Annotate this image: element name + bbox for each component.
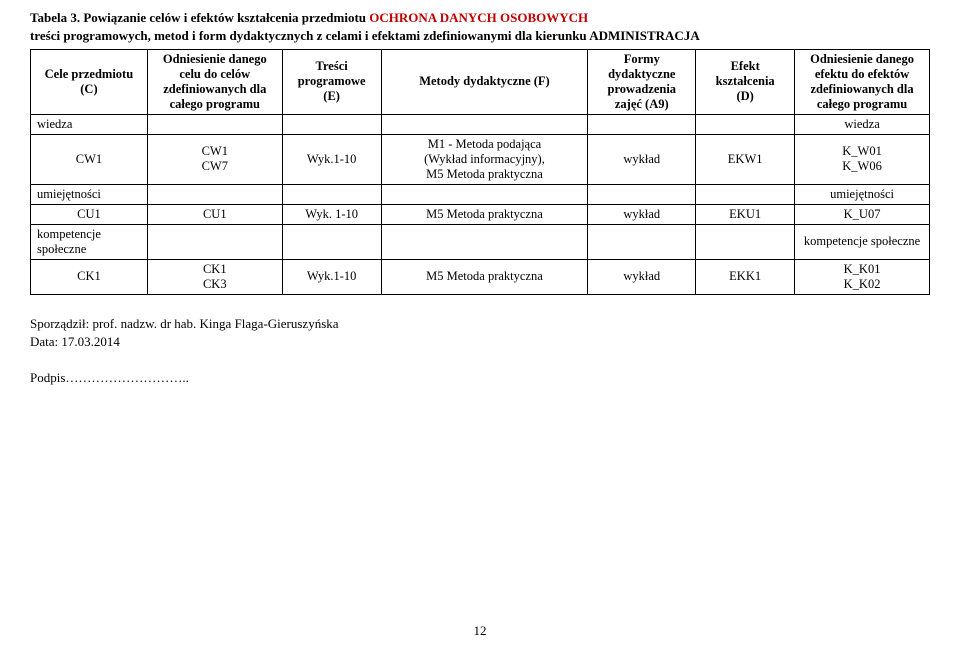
title-line-1: Tabela 3. Powiązanie celów i efektów ksz… — [30, 10, 930, 26]
section-label-left: wiedza — [31, 114, 148, 134]
empty-cell — [282, 114, 381, 134]
empty-cell — [147, 224, 282, 259]
empty-cell — [696, 184, 795, 204]
table-row: CK1CK1CK3Wyk.1-10M5 Metoda praktycznawyk… — [31, 259, 930, 294]
table-cell: K_U07 — [795, 204, 930, 224]
table-body: wiedzawiedzaCW1CW1CW7Wyk.1-10M1 - Metoda… — [31, 114, 930, 294]
table-row: CW1CW1CW7Wyk.1-10M1 - Metoda podająca(Wy… — [31, 134, 930, 184]
table-row: kompetencje społeczne kompetencje społecz… — [31, 224, 930, 259]
empty-cell — [588, 224, 696, 259]
table-header-cell: Efektkształcenia(D) — [696, 49, 795, 114]
section-label-right: kompetencje społeczne — [795, 224, 930, 259]
table-cell: CU1 — [31, 204, 148, 224]
table-header-cell: Treściprogramowe(E) — [282, 49, 381, 114]
signature-label: Podpis — [30, 370, 65, 385]
title-highlight: OCHRONA DANYCH OSOBOWYCH — [369, 10, 588, 25]
empty-cell — [381, 224, 588, 259]
empty-cell — [696, 224, 795, 259]
table-header-cell: Odniesienie danegoefektu do efektówzdefi… — [795, 49, 930, 114]
table-cell: CK1 — [31, 259, 148, 294]
table-row: umiejętności umiejętności — [31, 184, 930, 204]
table-header-cell: Odniesienie danegocelu do celówzdefiniow… — [147, 49, 282, 114]
table-header-cell: Metody dydaktyczne (F) — [381, 49, 588, 114]
empty-cell — [696, 114, 795, 134]
section-label-left: kompetencje społeczne — [31, 224, 148, 259]
table-cell: CU1 — [147, 204, 282, 224]
title-prefix: Tabela 3. Powiązanie celów i efektów ksz… — [30, 10, 369, 25]
table-cell: EKW1 — [696, 134, 795, 184]
main-table: Cele przedmiotu(C)Odniesienie danegocelu… — [30, 49, 930, 295]
table-cell: CW1 — [31, 134, 148, 184]
table-cell: EKK1 — [696, 259, 795, 294]
title-line-2: treści programowych, metod i form dydakt… — [30, 28, 930, 44]
page: Tabela 3. Powiązanie celów i efektów ksz… — [0, 0, 960, 651]
table-cell: K_W01K_W06 — [795, 134, 930, 184]
empty-cell — [588, 184, 696, 204]
signature-date: Data: 17.03.2014 — [30, 333, 930, 351]
table-cell: M5 Metoda praktyczna — [381, 204, 588, 224]
table-row: CU1CU1Wyk. 1-10M5 Metoda praktycznawykła… — [31, 204, 930, 224]
table-cell: Wyk.1-10 — [282, 134, 381, 184]
section-label-left: umiejętności — [31, 184, 148, 204]
table-cell: M5 Metoda praktyczna — [381, 259, 588, 294]
empty-cell — [282, 224, 381, 259]
table-cell: CK1CK3 — [147, 259, 282, 294]
signature-dots: ……………………….. — [65, 370, 189, 385]
table-header-cell: Formydydaktyczneprowadzeniazajęć (A9) — [588, 49, 696, 114]
section-label-right: umiejętności — [795, 184, 930, 204]
empty-cell — [282, 184, 381, 204]
table-header-cell: Cele przedmiotu(C) — [31, 49, 148, 114]
table-cell: wykład — [588, 259, 696, 294]
table-row: wiedza wiedza — [31, 114, 930, 134]
table-cell: Wyk.1-10 — [282, 259, 381, 294]
empty-cell — [147, 114, 282, 134]
table-cell: EKU1 — [696, 204, 795, 224]
empty-cell — [588, 114, 696, 134]
table-cell: K_K01K_K02 — [795, 259, 930, 294]
signature-author: Sporządził: prof. nadzw. dr hab. Kinga F… — [30, 315, 930, 333]
table-cell: M1 - Metoda podająca(Wykład informacyjny… — [381, 134, 588, 184]
section-label-right: wiedza — [795, 114, 930, 134]
signature-line: Podpis……………………….. — [30, 369, 930, 387]
table-cell: wykład — [588, 134, 696, 184]
empty-cell — [381, 114, 588, 134]
table-cell: Wyk. 1-10 — [282, 204, 381, 224]
table-header-row: Cele przedmiotu(C)Odniesienie danegocelu… — [31, 49, 930, 114]
table-cell: wykład — [588, 204, 696, 224]
empty-cell — [147, 184, 282, 204]
table-cell: CW1CW7 — [147, 134, 282, 184]
signature-block: Sporządził: prof. nadzw. dr hab. Kinga F… — [30, 315, 930, 388]
page-number: 12 — [0, 623, 960, 639]
empty-cell — [381, 184, 588, 204]
